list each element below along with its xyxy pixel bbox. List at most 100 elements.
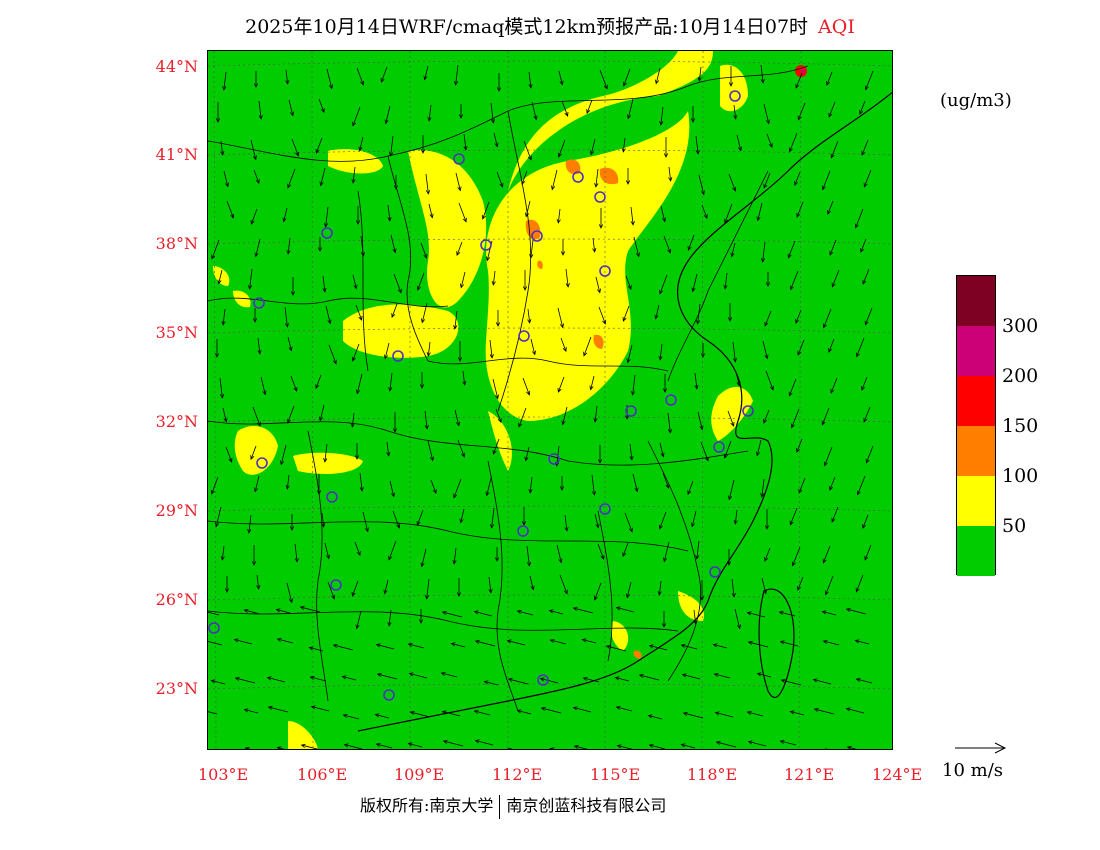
wind-vector <box>687 234 695 251</box>
wind-vector <box>856 574 864 592</box>
wind-vector-head <box>703 214 708 219</box>
wind-vector <box>424 410 428 429</box>
wind-vector <box>763 172 771 189</box>
wind-vector-head <box>796 447 801 453</box>
wind-vector-head <box>593 417 598 423</box>
wind-vector-head <box>747 740 753 745</box>
wind-vector-head <box>712 643 718 648</box>
wind-vector-head <box>737 146 743 152</box>
wind-vector-head <box>687 245 692 251</box>
wind-vector <box>796 438 803 453</box>
wind-vector-head <box>680 743 686 748</box>
wind-vector-head <box>492 449 497 455</box>
wind-vector-head <box>390 492 396 498</box>
wind-vector <box>734 608 741 629</box>
aqi-map[interactable] <box>207 50 893 750</box>
wind-vector-head <box>647 714 653 719</box>
wind-vector <box>441 672 458 678</box>
wind-vector-head <box>723 284 728 290</box>
wind-vector <box>541 707 562 714</box>
wind-vector <box>389 372 393 391</box>
wind-vector <box>627 98 634 119</box>
wind-vector <box>747 612 766 618</box>
wind-vector-head <box>789 520 794 526</box>
wind-vector-head <box>559 80 564 86</box>
wind-vector-head <box>864 320 869 326</box>
wind-vector <box>443 740 464 747</box>
wind-vector <box>325 305 331 324</box>
station-marker <box>548 453 560 465</box>
wind-vector <box>300 606 321 613</box>
wind-vector <box>250 208 258 225</box>
wind-vector-head <box>624 415 630 420</box>
wind-vector <box>795 309 802 324</box>
wind-vector <box>488 576 492 593</box>
wind-vector-head <box>358 146 363 152</box>
wind-vector-head <box>845 707 851 712</box>
wind-vector <box>376 644 395 650</box>
wind-vector <box>280 444 287 465</box>
wind-vector <box>527 308 531 323</box>
wind-vector <box>310 676 327 682</box>
wind-vector-head <box>318 416 324 422</box>
wind-vector-head <box>441 610 447 615</box>
wind-vector-head <box>747 640 753 645</box>
lat-label-41: 41°N <box>155 145 198 164</box>
wind-vector-head <box>256 421 261 427</box>
wind-vector <box>574 745 588 749</box>
copyright-footer: 版权所有:南京大学 南京创蓝科技有限公司 <box>360 792 666 819</box>
wind-vector-head <box>441 710 447 715</box>
wind-vector <box>559 574 568 594</box>
wind-vector-head <box>429 213 434 219</box>
wind-vector-head <box>598 224 604 229</box>
wind-vector <box>694 372 698 389</box>
wind-vector-head <box>456 592 462 597</box>
wind-vector-head <box>462 380 467 386</box>
wind-vector-head <box>419 384 425 389</box>
wind-vector-head <box>285 484 290 490</box>
station-marker <box>518 330 530 342</box>
wind-vector <box>351 412 355 427</box>
wind-vector <box>424 65 429 80</box>
wind-vector <box>761 577 767 594</box>
wind-vector-head <box>332 359 337 365</box>
wind-vector <box>797 576 804 591</box>
wind-vector <box>797 339 805 356</box>
wind-vector-head <box>506 747 512 749</box>
wind-vector-head <box>355 220 361 225</box>
wind-vector-head <box>459 283 465 289</box>
station-marker <box>453 153 465 165</box>
wind-vector <box>354 541 361 556</box>
wind-vector <box>764 310 772 327</box>
wind-vector-head <box>481 214 486 220</box>
wind-vector <box>667 412 671 433</box>
wind-vector-head <box>626 358 631 364</box>
wind-vector-head <box>648 743 654 748</box>
wind-vector-head <box>788 147 793 153</box>
wind-vector <box>732 341 736 362</box>
wind-vector <box>659 511 667 529</box>
wind-vector <box>208 641 223 646</box>
wind-vector-head <box>565 282 570 288</box>
wind-vector-head <box>865 458 870 464</box>
wind-vector-head <box>659 289 664 295</box>
wind-vector-head <box>700 190 705 196</box>
wind-vector <box>558 139 566 157</box>
wind-vector <box>492 270 496 285</box>
wind-vector-head <box>374 713 380 718</box>
wind-vector-head <box>527 155 532 161</box>
wind-vector-head <box>690 522 696 528</box>
wind-vector-head <box>828 347 833 353</box>
wind-vector <box>856 337 865 357</box>
wind-vector <box>780 740 797 746</box>
wind-vector-head <box>322 287 327 293</box>
wind-vector-head <box>616 744 622 749</box>
copyright-text: 版权所有:南京大学 <box>360 796 494 815</box>
wind-vector-head <box>309 675 315 680</box>
wind-vector-head <box>540 706 546 711</box>
wind-vector-head <box>380 77 385 83</box>
wind-vector-head <box>351 356 356 362</box>
wind-vector-head <box>282 217 287 223</box>
wind-vector <box>822 407 830 425</box>
wind-vector-head <box>328 84 333 90</box>
